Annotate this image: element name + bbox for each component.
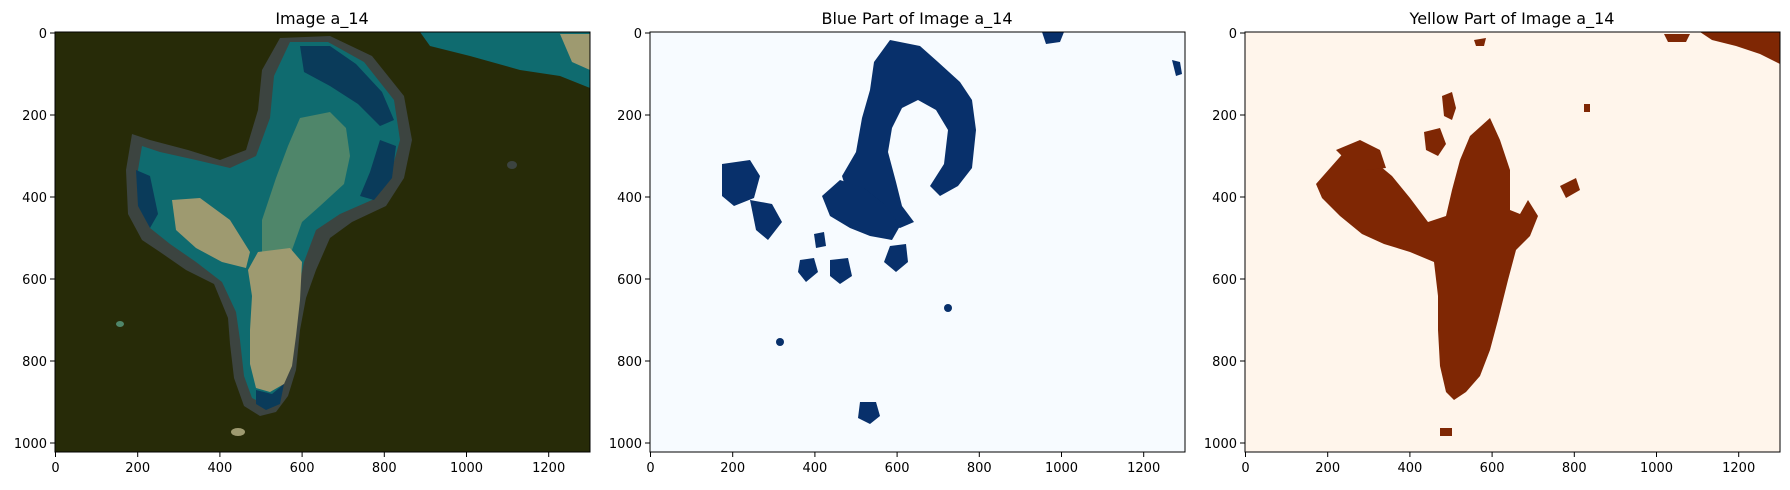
y-tick-label: 800 — [22, 355, 47, 370]
x-tick-label: 1200 — [532, 461, 565, 476]
y-tick-label: 200 — [22, 109, 47, 124]
y-tick-label: 0 — [1229, 27, 1237, 42]
blue-blob-small-1 — [944, 304, 952, 312]
y-tick-label: 600 — [617, 273, 642, 288]
blue-mask-background — [650, 32, 1185, 452]
x-tick-label: 200 — [720, 461, 745, 476]
original-image — [55, 32, 590, 452]
y-tick-label: 0 — [39, 27, 47, 42]
yellow-blob-main — [1316, 118, 1538, 400]
blue-blob-left2 — [814, 232, 826, 248]
x-tick-label: 400 — [802, 461, 827, 476]
blue-blob-far-right — [1172, 60, 1182, 76]
y-tick-label: 1000 — [1204, 437, 1237, 452]
body-tan-lobe — [172, 198, 250, 268]
axes-frame-yellow — [1244, 31, 1781, 453]
y-tick-label: 1000 — [14, 437, 47, 452]
yellow-blob-upper-left — [1336, 140, 1386, 170]
body-small-spot-right — [507, 161, 517, 169]
body-navy-right — [360, 140, 396, 200]
body-sage-upper — [262, 112, 350, 280]
panel-yellow: Yellow Part of Image a_14 0 200 400 600 800 1… — [1204, 9, 1781, 476]
x-tick-label: 1200 — [1127, 461, 1160, 476]
panel-blue: Blue Part of Image a_14 0 200 400 600 800 100… — [609, 9, 1186, 476]
axes-frame-original — [54, 31, 591, 453]
y-tick-label: 800 — [1212, 355, 1237, 370]
x-tick-label: 1000 — [450, 461, 483, 476]
x-tick-label: 800 — [372, 461, 397, 476]
blue-blob-ring — [842, 40, 976, 228]
blue-blob-left — [722, 160, 760, 206]
y-tick-label: 1000 — [609, 437, 642, 452]
yellow-mask-image — [1245, 32, 1780, 452]
x-tick-label: 1200 — [1722, 461, 1755, 476]
blue-blob-lower-mid — [884, 244, 908, 272]
x-tick-label: 600 — [1480, 461, 1505, 476]
blue-blob-lower-left — [798, 258, 818, 282]
body-small-spot — [231, 428, 245, 436]
blue-blob-top-right — [1042, 32, 1064, 44]
y-tick-label: 0 — [634, 27, 642, 42]
panel-title-original: Image a_14 — [275, 9, 368, 29]
yellow-blob-upper-mid — [1424, 128, 1446, 156]
blue-blob-left-cluster — [822, 180, 900, 240]
yellow-blob-right-scatter — [1560, 178, 1580, 198]
body-tan-stem — [248, 248, 302, 392]
yellow-blob-top-scatter — [1664, 34, 1690, 42]
body-tip — [256, 384, 284, 410]
body-small-spot-left — [116, 321, 124, 327]
x-tick-label: 400 — [1397, 461, 1422, 476]
axes-frame-blue — [649, 31, 1186, 453]
y-tick-label: 400 — [22, 191, 47, 206]
top-right-tan-patch — [560, 34, 590, 70]
x-tick-label: 400 — [207, 461, 232, 476]
x-tick-label: 1000 — [1045, 461, 1078, 476]
axes-yellow: 0 200 400 600 800 1000 1200 0 200 400 600 800 1000 — [1204, 27, 1755, 476]
x-tick-label: 200 — [125, 461, 150, 476]
y-tick-label: 400 — [1212, 191, 1237, 206]
y-tick-label: 800 — [617, 355, 642, 370]
yellow-blob-right-small — [1584, 104, 1590, 112]
x-tick-label: 600 — [885, 461, 910, 476]
blue-mask-image — [650, 32, 1185, 452]
yellow-blob-upper — [1442, 92, 1456, 120]
panel-title-blue: Blue Part of Image a_14 — [821, 9, 1012, 29]
blue-blob-stem-left — [830, 258, 852, 284]
blue-blob-mid-left — [750, 200, 782, 240]
x-tick-label: 800 — [967, 461, 992, 476]
y-tick-label: 400 — [617, 191, 642, 206]
x-tick-label: 0 — [1241, 461, 1249, 476]
top-right-region — [420, 32, 590, 88]
axes-original: 0 200 400 600 800 1000 1200 0 200 400 600 800 1000 — [14, 27, 565, 476]
blue-blob-bottom — [858, 402, 880, 424]
yellow-blob-top-right — [1700, 32, 1780, 64]
panel-title-yellow: Yellow Part of Image a_14 — [1409, 9, 1615, 29]
x-tick-label: 200 — [1315, 461, 1340, 476]
y-tick-label: 200 — [617, 109, 642, 124]
yellow-blob-bottom — [1440, 428, 1452, 436]
blue-blob-small-2 — [776, 338, 784, 346]
body-navy-top — [300, 46, 394, 126]
x-tick-label: 0 — [646, 461, 654, 476]
x-tick-label: 0 — [51, 461, 59, 476]
body-navy-left — [136, 170, 158, 228]
axes-blue: 0 200 400 600 800 1000 1200 0 200 400 600 800 1000 — [609, 27, 1160, 476]
y-tick-label: 600 — [22, 273, 47, 288]
y-tick-label: 200 — [1212, 109, 1237, 124]
y-tick-label: 600 — [1212, 273, 1237, 288]
x-tick-label: 600 — [290, 461, 315, 476]
x-tick-label: 800 — [1562, 461, 1587, 476]
yellow-blob-top-small — [1474, 38, 1486, 46]
x-tick-label: 1000 — [1640, 461, 1673, 476]
